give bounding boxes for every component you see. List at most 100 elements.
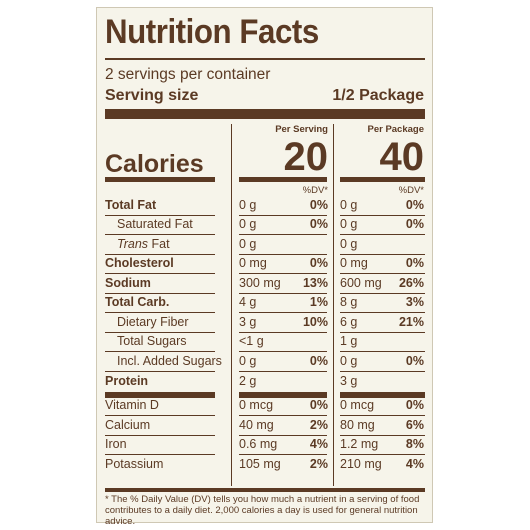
row-divider	[239, 215, 327, 216]
amount-per-serving: 0 mcg	[239, 398, 274, 412]
nutrient-name: Protein	[105, 374, 149, 388]
row-divider	[239, 415, 327, 416]
nutrient-name: Trans Fat	[117, 237, 170, 251]
row-divider	[340, 454, 425, 455]
nutrient-name: Cholesterol	[105, 256, 174, 270]
nutrient-name-rest: Fat	[148, 237, 170, 251]
amount-per-package: 0 mcg	[340, 398, 375, 412]
per-serving-header: Per Serving	[275, 124, 328, 135]
nutrient-name: Potassium	[105, 457, 164, 471]
row-divider	[105, 435, 215, 436]
dv-per-package: 21%	[398, 315, 424, 329]
amount-per-package: 0 g	[340, 198, 358, 212]
row-divider	[239, 392, 327, 398]
dv-per-package: 0%	[405, 354, 424, 368]
row-divider	[105, 215, 215, 216]
dv-per-serving: 0%	[309, 198, 328, 212]
amount-per-serving: 0 mg	[239, 256, 267, 270]
row-divider	[105, 234, 215, 235]
row-divider	[340, 254, 425, 255]
dv-per-serving: 2%	[309, 418, 328, 432]
thick-divider	[105, 109, 425, 119]
row-divider	[340, 215, 425, 216]
nutrient-name: Total Fat	[105, 198, 157, 212]
calories-divider	[340, 177, 425, 182]
amount-per-serving: 0.6 mg	[239, 437, 278, 451]
dv-per-serving: 0%	[309, 398, 328, 412]
amount-per-serving: 40 mg	[239, 418, 274, 432]
row-divider	[105, 392, 215, 398]
amount-per-package: 80 mg	[340, 418, 375, 432]
nutrient-name: Vitamin D	[105, 398, 159, 412]
calories-per-serving: 20	[283, 135, 329, 179]
dv-per-package: 6%	[405, 418, 424, 432]
amount-per-package: 210 mg	[340, 457, 382, 471]
dv-per-serving: 0%	[309, 217, 328, 231]
column-divider	[333, 124, 334, 486]
row-divider	[105, 312, 215, 313]
row-divider	[239, 312, 327, 313]
row-divider	[340, 273, 425, 274]
dv-per-package: 0%	[405, 398, 424, 412]
dv-per-package: 0%	[405, 198, 424, 212]
amount-per-package: 0 mg	[340, 256, 368, 270]
row-divider	[105, 293, 215, 294]
row-divider	[105, 454, 215, 455]
row-divider	[105, 415, 215, 416]
row-divider	[105, 254, 215, 255]
amount-per-serving: 4 g	[239, 295, 257, 309]
dv-per-serving: 10%	[302, 315, 328, 329]
serving-size-label: Serving size	[105, 87, 199, 104]
amount-per-serving: 0 g	[239, 198, 257, 212]
amount-per-serving: 3 g	[239, 315, 257, 329]
dv-per-package: 8%	[405, 437, 424, 451]
dv-per-package: 3%	[405, 295, 424, 309]
dv-per-serving: 1%	[309, 295, 328, 309]
nutrient-name: Saturated Fat	[117, 217, 193, 231]
nutrient-name: Dietary Fiber	[117, 315, 189, 329]
calories-divider	[105, 177, 215, 182]
dv-per-package: 0%	[405, 217, 424, 231]
row-divider	[340, 234, 425, 235]
row-divider	[340, 435, 425, 436]
amount-per-serving: 2 g	[239, 374, 257, 388]
row-divider	[239, 332, 327, 333]
amount-per-serving: 0 g	[239, 217, 257, 231]
row-divider	[239, 273, 327, 274]
nutrition-label: Nutrition Facts 2 servings per container…	[96, 7, 433, 527]
row-divider	[105, 371, 215, 372]
row-divider	[340, 415, 425, 416]
dv-per-package: 26%	[398, 276, 424, 290]
nutrient-name-italic: Trans	[117, 237, 149, 251]
footnote-divider	[105, 488, 425, 492]
dv-per-package: 0%	[405, 256, 424, 270]
amount-per-package: 1.2 mg	[340, 437, 379, 451]
dv-per-serving: 2%	[309, 457, 328, 471]
row-divider	[239, 254, 327, 255]
calories-per-package: 40	[379, 135, 425, 179]
row-divider	[340, 332, 425, 333]
footnote: * The % Daily Value (DV) tells you how m…	[105, 494, 420, 527]
dv-header: %DV*	[302, 185, 328, 196]
amount-per-package: 6 g	[340, 315, 358, 329]
serving-size-value: 1/2 Package	[332, 87, 424, 104]
row-divider	[239, 293, 327, 294]
column-divider	[231, 124, 232, 486]
row-divider	[340, 371, 425, 372]
dv-per-serving: 13%	[302, 276, 328, 290]
row-divider	[340, 293, 425, 294]
row-divider	[105, 273, 215, 274]
dv-per-serving: 0%	[309, 354, 328, 368]
amount-per-package: 3 g	[340, 374, 358, 388]
nutrient-name: Total Sugars	[117, 334, 187, 348]
calories-label: Calories	[105, 150, 204, 178]
nutrient-name: Incl. Added Sugars	[117, 354, 222, 368]
row-divider	[105, 351, 215, 352]
dv-per-package: 4%	[405, 457, 424, 471]
row-divider	[239, 435, 327, 436]
dv-per-serving: 4%	[309, 437, 328, 451]
amount-per-package: 0 g	[340, 217, 358, 231]
amount-per-package: 600 mg	[340, 276, 382, 290]
nutrient-name: Iron	[105, 437, 127, 451]
row-divider	[239, 351, 327, 352]
